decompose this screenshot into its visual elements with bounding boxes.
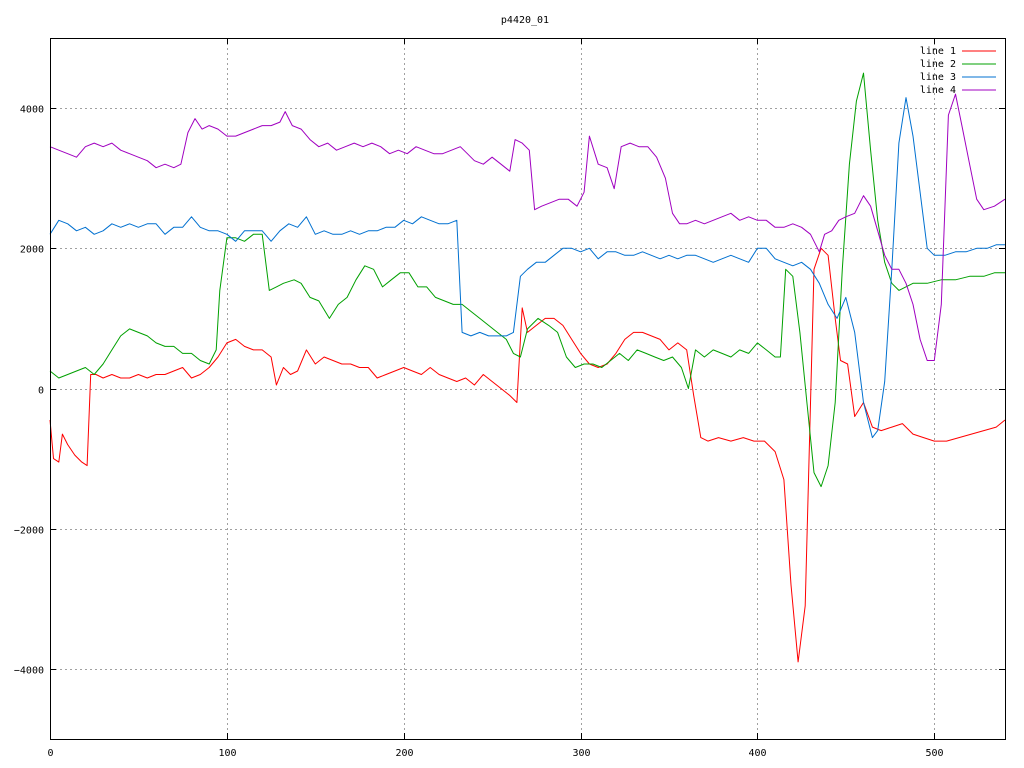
series-lines (49, 72, 1006, 663)
legend-label-1: line 1 (920, 46, 956, 57)
y-tick-label: −2000 (14, 526, 44, 537)
x-tick-label: 500 (925, 748, 943, 759)
legend-label-3: line 3 (920, 72, 956, 83)
y-tick-label: −4000 (14, 666, 44, 677)
legend: line 1 line 2 line 3 line 4 (920, 46, 996, 96)
y-tick-label: 0 (38, 386, 44, 397)
x-tick-label: 0 (47, 748, 53, 759)
y-tick-label: 2000 (20, 245, 44, 256)
legend-label-4: line 4 (920, 85, 956, 96)
series-line-1 (49, 247, 1006, 663)
axis-ticks: 0 100 200 300 400 500 −4000 −2000 0 2000 4000 (14, 38, 1005, 759)
x-tick-label: 400 (748, 748, 766, 759)
legend-label-2: line 2 (920, 59, 956, 70)
x-tick-label: 200 (395, 748, 413, 759)
series-line-2 (49, 72, 1005, 488)
chart-title: p4420_01 (501, 15, 549, 26)
x-tick-label: 100 (218, 748, 236, 759)
series-line-3 (49, 97, 1005, 439)
series-line-4 (49, 93, 1006, 361)
y-tick-label: 4000 (20, 105, 44, 116)
grid-lines (50, 38, 1005, 739)
x-tick-label: 300 (572, 748, 590, 759)
